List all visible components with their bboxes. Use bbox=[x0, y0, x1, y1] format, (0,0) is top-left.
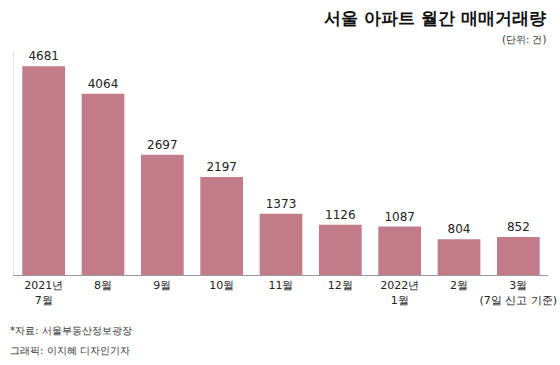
svg-text:804: 804 bbox=[448, 222, 471, 236]
svg-text:1126: 1126 bbox=[325, 208, 356, 222]
svg-text:12월: 12월 bbox=[328, 279, 353, 292]
svg-text:3월(7일 신고 기준): 3월(7일 신고 기준) bbox=[480, 279, 558, 306]
svg-text:2197: 2197 bbox=[206, 160, 237, 174]
svg-text:9월: 9월 bbox=[153, 279, 171, 292]
svg-text:2월: 2월 bbox=[450, 279, 468, 292]
svg-text:852: 852 bbox=[507, 220, 530, 234]
svg-text:그래픽: 이지혜 디자인기자: 그래픽: 이지혜 디자인기자 bbox=[10, 345, 130, 356]
svg-text:(단위: 건): (단위: 건) bbox=[502, 34, 546, 45]
svg-text:4064: 4064 bbox=[88, 77, 119, 91]
svg-text:1373: 1373 bbox=[266, 197, 297, 211]
svg-text:1087: 1087 bbox=[384, 210, 415, 224]
svg-text:8월: 8월 bbox=[94, 279, 112, 292]
svg-text:11월: 11월 bbox=[269, 279, 294, 292]
svg-text:2021년7월: 2021년7월 bbox=[24, 279, 63, 306]
svg-text:서울 아파트 월간 매매거래량: 서울 아파트 월간 매매거래량 bbox=[324, 8, 546, 28]
svg-text:*자료: 서울부동산정보광장: *자료: 서울부동산정보광장 bbox=[10, 325, 132, 336]
svg-text:10월: 10월 bbox=[209, 279, 234, 292]
svg-text:4681: 4681 bbox=[28, 49, 59, 63]
svg-text:2697: 2697 bbox=[147, 138, 178, 152]
svg-text:2022년1월: 2022년1월 bbox=[380, 279, 419, 306]
